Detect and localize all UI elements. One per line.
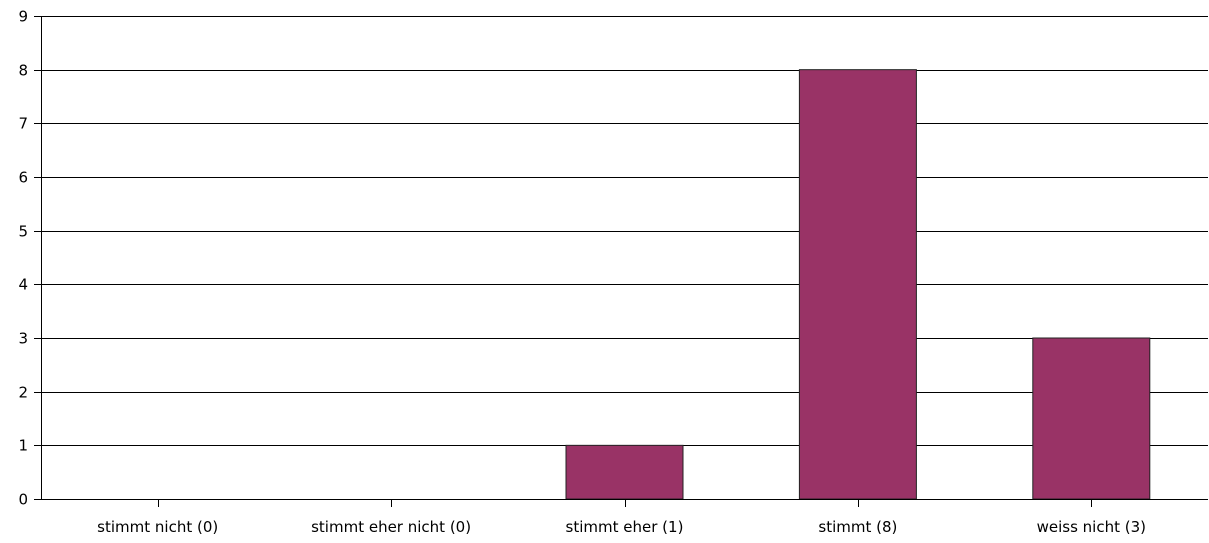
x-tick-label-3: stimmt (8) xyxy=(818,518,897,536)
y-tick-label-0: 0 xyxy=(18,491,28,509)
axes xyxy=(41,16,1208,500)
y-tick-label-1: 1 xyxy=(18,437,28,455)
y-tick-label-7: 7 xyxy=(18,115,28,133)
x-tick-label-4: weiss nicht (3) xyxy=(1037,518,1146,536)
gridlines xyxy=(34,16,1208,500)
y-tick-label-5: 5 xyxy=(18,223,28,241)
bar-3 xyxy=(798,69,917,500)
y-tick-label-9: 9 xyxy=(18,8,28,26)
y-tick-label-8: 8 xyxy=(18,62,28,80)
bar-2 xyxy=(565,444,684,500)
y-tick-label-3: 3 xyxy=(18,330,28,348)
x-tick-label-1: stimmt eher nicht (0) xyxy=(311,518,471,536)
y-tick-label-4: 4 xyxy=(18,276,28,294)
x-tick-label-2: stimmt eher (1) xyxy=(566,518,684,536)
y-tick-labels: 0 1 2 3 4 5 6 7 8 9 xyxy=(18,8,28,509)
x-tick-labels: stimmt nicht (0) stimmt eher nicht (0) sti… xyxy=(97,499,1146,536)
y-tick-label-6: 6 xyxy=(18,169,28,187)
x-tick-label-0: stimmt nicht (0) xyxy=(97,518,218,536)
bar-4 xyxy=(1032,337,1151,500)
y-tick-label-2: 2 xyxy=(18,384,28,402)
